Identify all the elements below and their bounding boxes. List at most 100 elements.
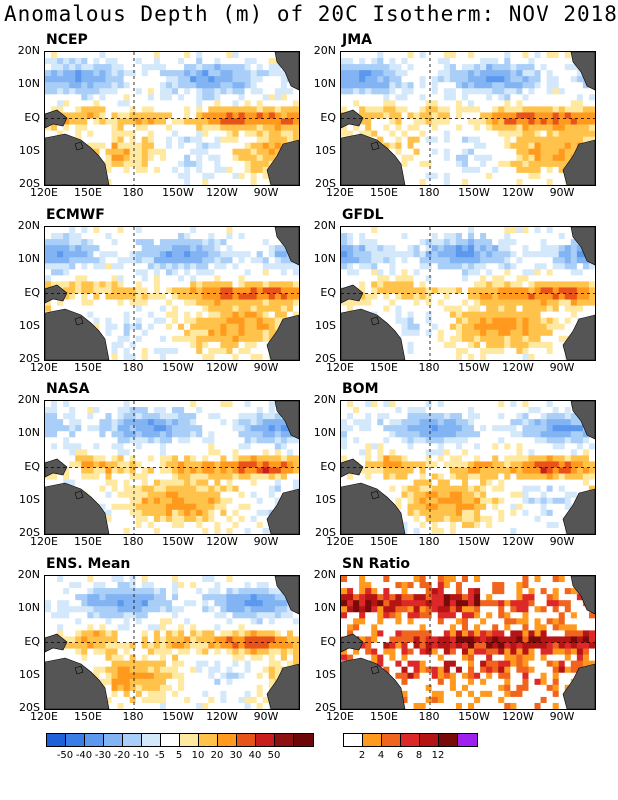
heatmap-cell — [244, 467, 252, 474]
heatmap-cell — [190, 443, 197, 450]
land-mask — [341, 308, 406, 360]
heatmap-cell — [461, 76, 469, 83]
heatmap-cell — [250, 281, 258, 288]
heatmap-cell — [492, 305, 499, 313]
heatmap-cell — [178, 509, 185, 517]
heatmap-cell — [129, 467, 137, 474]
heatmap-cell — [190, 124, 197, 131]
heatmap-cell — [564, 154, 572, 162]
heatmap-cell — [516, 154, 523, 162]
heatmap-cell — [353, 82, 360, 89]
heatmap-cell — [202, 70, 209, 77]
heatmap-cell — [395, 329, 402, 337]
heatmap-cell — [178, 269, 185, 276]
heatmap-cell — [437, 353, 445, 360]
heatmap-cell — [468, 52, 475, 59]
heatmap-cell — [401, 299, 408, 306]
heatmap-cell — [540, 52, 548, 59]
heatmap-cell — [159, 281, 167, 288]
heatmap-cell — [165, 70, 173, 77]
heatmap-cell — [510, 341, 517, 349]
heatmap-cell — [461, 106, 469, 113]
heatmap-cell — [75, 239, 82, 246]
heatmap-cell — [534, 142, 541, 150]
heatmap-cell — [407, 88, 414, 95]
heatmap-cell — [274, 257, 282, 264]
heatmap-cell — [184, 281, 191, 288]
heatmap-cell — [292, 299, 299, 306]
heatmap-cell — [564, 257, 572, 264]
heatmap-cell — [172, 329, 179, 337]
heatmap-cell — [153, 497, 161, 505]
heatmap-cell — [413, 269, 421, 276]
heatmap-cell — [413, 94, 421, 101]
heatmap-cell — [546, 317, 554, 325]
heatmap-cell — [135, 64, 143, 71]
heatmap-cell — [474, 52, 481, 59]
heatmap-cell — [286, 88, 294, 95]
heatmap-cell — [238, 245, 245, 252]
heatmap-cell — [123, 443, 131, 450]
heatmap-cell — [244, 311, 252, 319]
heatmap-cell — [226, 485, 233, 493]
heatmap-cell — [468, 269, 475, 276]
heatmap-cell — [504, 245, 511, 252]
heatmap-cell — [190, 509, 197, 517]
lat-tick-label: 10N — [17, 252, 40, 266]
heatmap-cell — [570, 130, 578, 138]
heatmap-cell — [522, 118, 529, 125]
heatmap-cell — [474, 130, 481, 138]
heatmap-cell — [159, 239, 167, 246]
heatmap-cell — [395, 305, 402, 313]
heatmap-cell — [226, 341, 233, 349]
heatmap-cell — [480, 341, 487, 349]
heatmap-cell — [159, 485, 167, 493]
heatmap-cell — [129, 263, 137, 270]
heatmap-cell — [534, 323, 541, 331]
heatmap-cell — [480, 353, 487, 360]
heatmap-cell — [178, 52, 185, 59]
heatmap-cell — [540, 106, 548, 113]
heatmap-cell — [250, 82, 258, 89]
heatmap-cell — [365, 76, 372, 83]
land-mask — [562, 139, 595, 185]
heatmap-cell — [443, 239, 451, 246]
heatmap-cell — [437, 425, 445, 432]
heatmap-cell — [546, 407, 554, 414]
heatmap-cell — [286, 136, 294, 144]
heatmap-cell — [534, 347, 541, 355]
heatmap-cell — [407, 166, 414, 174]
heatmap-cell — [250, 503, 258, 511]
heatmap-cell — [214, 88, 221, 95]
heatmap-cell — [492, 64, 499, 71]
heatmap-cell — [69, 88, 76, 95]
heatmap-cell — [576, 136, 584, 144]
heatmap-cell — [250, 527, 258, 534]
heatmap-cell — [347, 88, 354, 95]
heatmap-cell — [99, 70, 106, 77]
heatmap-cell — [184, 269, 191, 276]
heatmap-cell — [443, 413, 451, 420]
heatmap-cell — [159, 527, 167, 534]
heatmap-cell — [244, 515, 252, 523]
heatmap-cell — [292, 136, 299, 144]
heatmap-cell — [153, 112, 161, 119]
heatmap-cell — [196, 112, 203, 119]
heatmap-cell — [540, 347, 548, 355]
heatmap-cell — [69, 257, 76, 264]
heatmap-cell — [431, 401, 439, 408]
heatmap-cell — [250, 521, 258, 529]
heatmap-cell — [123, 88, 131, 95]
heatmap-cell — [208, 136, 215, 144]
heatmap-cell — [105, 419, 112, 426]
heatmap-cell — [504, 341, 511, 349]
heatmap-cell — [123, 521, 131, 529]
heatmap-cell — [87, 227, 94, 234]
heatmap-cell — [468, 287, 475, 294]
heatmap-cell — [431, 136, 439, 144]
heatmap-cell — [522, 106, 529, 113]
heatmap-cell — [75, 299, 82, 306]
heatmap-cell — [250, 497, 258, 505]
heatmap-cell — [129, 178, 137, 185]
heatmap-cell — [588, 112, 595, 119]
